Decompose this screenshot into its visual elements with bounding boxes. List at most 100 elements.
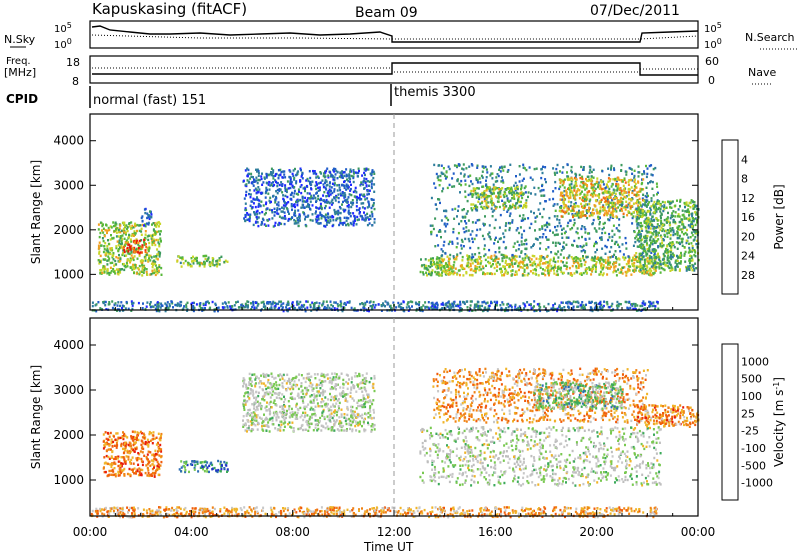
data-cell xyxy=(256,168,259,171)
data-cell xyxy=(571,191,574,195)
data-cell xyxy=(618,263,621,266)
data-cell xyxy=(634,305,637,308)
data-cell xyxy=(590,179,593,183)
data-cell xyxy=(678,255,681,259)
data-cell xyxy=(581,225,584,228)
data-cell xyxy=(131,224,134,228)
data-cell xyxy=(118,253,120,257)
data-cell xyxy=(486,272,489,275)
data-cell xyxy=(680,251,682,255)
data-cell xyxy=(644,240,647,243)
data-cell xyxy=(584,228,587,231)
data-cell xyxy=(314,196,317,200)
data-cell xyxy=(593,307,596,310)
data-cell xyxy=(150,273,153,276)
data-cell xyxy=(604,261,607,264)
data-cell xyxy=(409,300,412,303)
data-cell xyxy=(276,182,279,185)
data-cell xyxy=(263,223,266,226)
data-cell xyxy=(281,191,284,194)
data-cell xyxy=(498,168,501,171)
data-cell xyxy=(515,273,518,276)
data-cell xyxy=(611,229,614,233)
data-cell xyxy=(335,194,338,198)
data-cell xyxy=(585,196,588,199)
data-cell xyxy=(689,250,692,253)
data-cell xyxy=(569,194,572,197)
data-cell xyxy=(179,261,182,265)
data-cell xyxy=(106,268,109,271)
data-cell xyxy=(249,213,252,216)
data-cell xyxy=(563,186,566,189)
data-cell xyxy=(603,212,606,215)
data-cell xyxy=(291,184,294,187)
data-cell xyxy=(459,191,461,194)
data-cell xyxy=(461,167,464,170)
data-cell xyxy=(676,265,679,268)
data-cell xyxy=(665,247,667,251)
data-cell xyxy=(528,256,531,260)
data-cell xyxy=(340,194,342,197)
data-cell xyxy=(590,175,593,178)
data-cell xyxy=(463,267,466,270)
data-cell xyxy=(640,182,643,186)
data-cell xyxy=(511,221,514,224)
data-cell xyxy=(451,185,454,188)
data-cell xyxy=(133,231,136,235)
data-cell xyxy=(542,268,544,271)
data-cell xyxy=(244,202,247,205)
data-cell xyxy=(501,257,504,260)
data-cell xyxy=(368,309,370,313)
data-cell xyxy=(271,209,273,212)
data-cell xyxy=(549,269,552,272)
data-cell xyxy=(592,186,595,189)
data-cell xyxy=(652,262,655,265)
data-cell xyxy=(643,170,645,173)
data-cell xyxy=(600,238,603,241)
data-cell xyxy=(99,254,102,258)
data-cell xyxy=(552,167,555,170)
data-cell xyxy=(616,200,619,203)
data-cell xyxy=(444,269,447,272)
nsky-trace xyxy=(91,25,699,43)
data-cell xyxy=(676,215,679,218)
data-cell xyxy=(373,172,376,175)
data-cell xyxy=(570,165,573,169)
data-cell xyxy=(598,273,601,276)
data-cell xyxy=(452,264,455,267)
data-cell xyxy=(523,307,526,310)
data-cell xyxy=(148,217,151,221)
data-cell xyxy=(214,302,217,305)
data-cell xyxy=(647,182,649,185)
data-cell xyxy=(497,197,500,200)
data-cell xyxy=(111,261,114,264)
data-cell xyxy=(281,183,283,187)
data-cell xyxy=(560,270,563,274)
data-cell xyxy=(660,222,663,225)
data-cell xyxy=(97,244,100,247)
data-cell xyxy=(296,171,299,174)
data-cell xyxy=(337,304,340,308)
data-cell xyxy=(644,267,647,271)
data-cell xyxy=(695,239,698,242)
data-cell xyxy=(119,237,122,240)
data-cell xyxy=(338,223,341,227)
data-cell xyxy=(572,261,575,265)
data-cell xyxy=(153,241,156,244)
data-cell xyxy=(220,255,223,258)
data-cell xyxy=(264,305,267,308)
data-cell xyxy=(434,186,437,189)
data-cell xyxy=(622,253,625,256)
data-cell xyxy=(577,305,580,308)
data-cell xyxy=(577,266,580,269)
data-cell xyxy=(298,190,300,193)
data-cell xyxy=(362,180,365,183)
data-cell xyxy=(541,184,543,188)
data-cell xyxy=(646,210,649,213)
data-cell xyxy=(441,254,444,257)
data-cell xyxy=(482,166,485,170)
data-cell xyxy=(586,267,589,271)
data-cell xyxy=(366,193,369,196)
data-cell xyxy=(600,181,603,184)
data-cell xyxy=(195,303,198,306)
